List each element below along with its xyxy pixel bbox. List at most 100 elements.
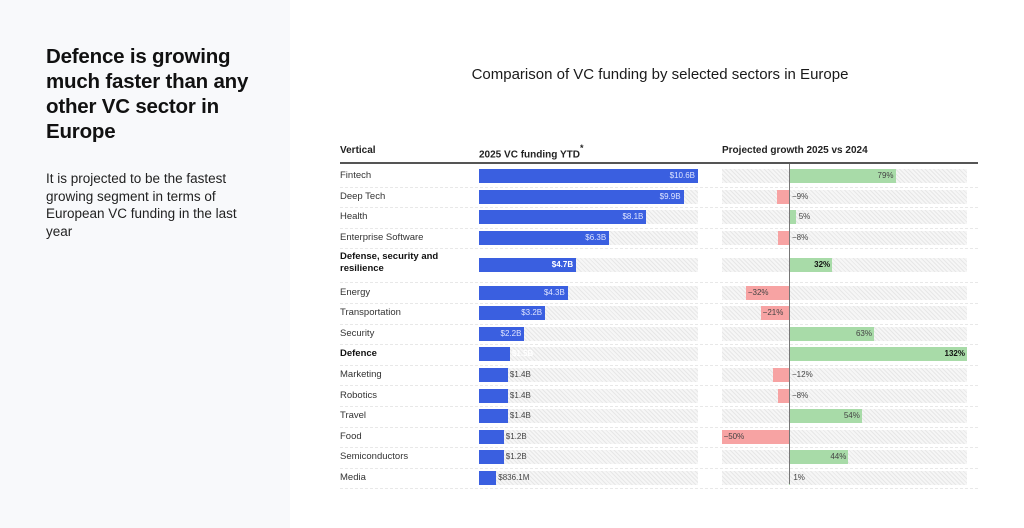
growth-track bbox=[722, 231, 967, 246]
table-row: Semiconductors $1.2B 44% bbox=[340, 447, 978, 469]
vertical-label: Robotics bbox=[340, 389, 377, 401]
funding-value: $10.6B bbox=[669, 171, 695, 181]
funding-value: $1.5B bbox=[511, 349, 534, 359]
growth-value: 5% bbox=[798, 212, 811, 222]
chart-title: Comparison of VC funding by selected sec… bbox=[471, 66, 849, 83]
table-row: Health $8.1B 5% bbox=[340, 207, 978, 229]
table-row: Fintech $10.6B 79% bbox=[340, 166, 978, 188]
table-row: Media $836.1M 1% bbox=[340, 468, 978, 490]
vertical-label: Security bbox=[340, 327, 375, 339]
growth-bar-positive bbox=[789, 326, 874, 341]
growth-bar-negative bbox=[721, 429, 789, 444]
vertical-label: Health bbox=[340, 211, 368, 223]
funding-value: $2.2B bbox=[500, 328, 522, 338]
growth-bar-negative bbox=[778, 231, 789, 246]
vertical-label: Semiconductors bbox=[340, 451, 409, 463]
growth-value: −9% bbox=[792, 191, 809, 201]
vertical-label: Enterprise Software bbox=[340, 232, 424, 244]
funding-bar bbox=[479, 169, 698, 184]
growth-bar-negative bbox=[776, 189, 789, 204]
funding-value: $4.7B bbox=[551, 260, 574, 270]
growth-bar-positive bbox=[789, 409, 862, 424]
growth-value: 54% bbox=[843, 411, 860, 421]
growth-track bbox=[722, 189, 967, 204]
table-row: Robotics $1.4B −8% bbox=[340, 385, 978, 407]
funding-value: $1.2B bbox=[505, 431, 527, 441]
funding-bar bbox=[479, 326, 525, 341]
column-header-growth: Projected growth 2025 vs 2024 bbox=[722, 145, 868, 156]
table-row: Enterprise Software $6.3B −8% bbox=[340, 228, 978, 250]
funding-value: $1.4B bbox=[509, 390, 531, 400]
growth-track bbox=[722, 258, 967, 273]
funding-value: $836.1M bbox=[498, 473, 530, 483]
vertical-label: Marketing bbox=[340, 369, 382, 381]
funding-value: $8.1B bbox=[622, 212, 644, 222]
vertical-label: Deep Tech bbox=[340, 190, 386, 202]
column-header-funding: 2025 VC funding YTD* bbox=[479, 143, 584, 161]
growth-bar-positive bbox=[789, 347, 967, 362]
vertical-label: Travel bbox=[340, 410, 367, 422]
header-divider bbox=[340, 162, 978, 164]
growth-bar-negative bbox=[772, 368, 789, 383]
growth-value: 44% bbox=[830, 452, 847, 462]
funding-bar bbox=[479, 306, 546, 321]
vertical-label: Fintech bbox=[340, 170, 372, 182]
growth-value: 32% bbox=[814, 260, 831, 270]
table-row: Deep Tech $9.9B −9% bbox=[340, 187, 978, 209]
funding-bar bbox=[479, 409, 508, 424]
funding-bar bbox=[479, 471, 497, 486]
funding-value: $3.2B bbox=[521, 308, 543, 318]
table-row: Transportation $3.2B −21% bbox=[340, 303, 978, 325]
growth-value: −32% bbox=[747, 287, 769, 297]
growth-value: 132% bbox=[944, 349, 965, 359]
funding-track bbox=[479, 368, 698, 383]
funding-track bbox=[479, 409, 698, 424]
funding-bar bbox=[479, 429, 504, 444]
table-row: Food $1.2B −50% bbox=[340, 427, 978, 449]
vertical-label: Transportation bbox=[340, 307, 401, 319]
growth-value: 63% bbox=[855, 328, 872, 338]
funding-bar bbox=[479, 347, 510, 362]
funding-value: $4.3B bbox=[543, 287, 565, 297]
vertical-label: Energy bbox=[340, 286, 371, 298]
column-header-vertical: Vertical bbox=[340, 145, 376, 156]
growth-bar-positive bbox=[789, 450, 849, 465]
table-row: Travel $1.4B 54% bbox=[340, 406, 978, 428]
growth-track bbox=[722, 210, 967, 225]
growth-track bbox=[722, 306, 967, 321]
table-row: Defence $1.5B 132% bbox=[340, 344, 978, 366]
growth-track bbox=[722, 471, 967, 486]
vertical-label: Food bbox=[340, 430, 362, 442]
growth-bar-positive bbox=[789, 210, 796, 225]
growth-value: −8% bbox=[792, 233, 809, 243]
growth-bar-negative bbox=[760, 306, 789, 321]
growth-value: 1% bbox=[793, 473, 805, 483]
funding-bar bbox=[479, 450, 504, 465]
growth-track bbox=[722, 368, 967, 383]
left-panel: Defence is growing much faster than any … bbox=[0, 0, 290, 528]
funding-value: $6.3B bbox=[585, 233, 607, 243]
growth-value: −8% bbox=[792, 390, 809, 400]
growth-value: −21% bbox=[762, 308, 784, 318]
headline: Defence is growing much faster than any … bbox=[46, 45, 249, 143]
funding-track bbox=[479, 471, 698, 486]
subtext: It is projected to be the fastest growin… bbox=[46, 171, 237, 239]
funding-value: $1.2B bbox=[505, 452, 527, 462]
funding-track bbox=[479, 429, 698, 444]
footnote-marker: * bbox=[579, 143, 584, 153]
funding-track bbox=[479, 326, 698, 341]
funding-bar bbox=[479, 231, 610, 246]
funding-bar bbox=[479, 368, 508, 383]
growth-bar-negative bbox=[778, 388, 789, 403]
table-row: Energy $4.3B −32% bbox=[340, 282, 978, 304]
funding-bar bbox=[479, 210, 647, 225]
funding-track bbox=[479, 388, 698, 403]
vertical-label: Defence bbox=[340, 348, 377, 360]
funding-track bbox=[479, 347, 698, 362]
growth-value: −12% bbox=[792, 370, 813, 380]
funding-value: $1.4B bbox=[509, 411, 531, 421]
table-row: Defense, security and resilience $4.7B 32% bbox=[340, 248, 978, 284]
column-header-funding-text: 2025 VC funding YTD bbox=[479, 149, 580, 161]
funding-bar bbox=[479, 285, 568, 300]
vertical-label: Defense, security and resilience bbox=[340, 251, 439, 275]
